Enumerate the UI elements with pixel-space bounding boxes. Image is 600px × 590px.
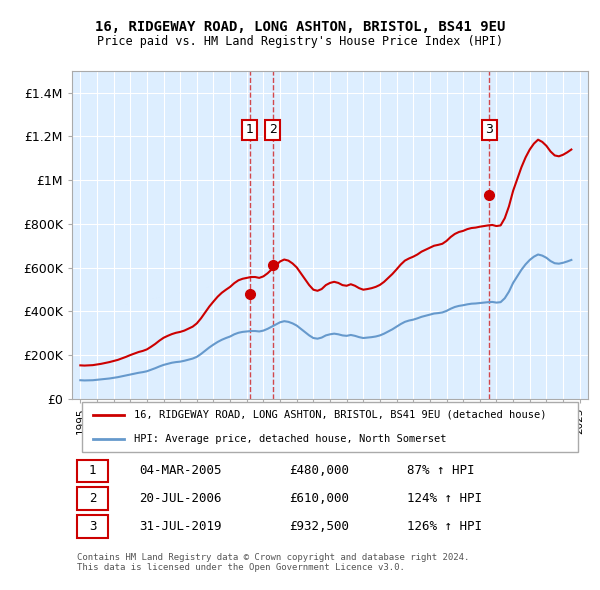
FancyBboxPatch shape <box>77 487 108 510</box>
Text: Price paid vs. HM Land Registry's House Price Index (HPI): Price paid vs. HM Land Registry's House … <box>97 35 503 48</box>
Text: 04-MAR-2005: 04-MAR-2005 <box>139 464 221 477</box>
Text: £480,000: £480,000 <box>289 464 349 477</box>
Text: 1: 1 <box>245 123 254 136</box>
Text: 87% ↑ HPI: 87% ↑ HPI <box>407 464 475 477</box>
Text: 124% ↑ HPI: 124% ↑ HPI <box>407 492 482 505</box>
Text: 2: 2 <box>269 123 277 136</box>
Text: HPI: Average price, detached house, North Somerset: HPI: Average price, detached house, Nort… <box>134 434 446 444</box>
Text: £932,500: £932,500 <box>289 520 349 533</box>
Text: 3: 3 <box>485 123 493 136</box>
Text: 126% ↑ HPI: 126% ↑ HPI <box>407 520 482 533</box>
Text: 1: 1 <box>89 464 97 477</box>
Text: £610,000: £610,000 <box>289 492 349 505</box>
FancyBboxPatch shape <box>77 460 108 482</box>
Text: 20-JUL-2006: 20-JUL-2006 <box>139 492 221 505</box>
Text: 3: 3 <box>89 520 97 533</box>
Text: 31-JUL-2019: 31-JUL-2019 <box>139 520 221 533</box>
Text: 2: 2 <box>89 492 97 505</box>
Text: 16, RIDGEWAY ROAD, LONG ASHTON, BRISTOL, BS41 9EU: 16, RIDGEWAY ROAD, LONG ASHTON, BRISTOL,… <box>95 19 505 34</box>
Text: 16, RIDGEWAY ROAD, LONG ASHTON, BRISTOL, BS41 9EU (detached house): 16, RIDGEWAY ROAD, LONG ASHTON, BRISTOL,… <box>134 409 547 419</box>
FancyBboxPatch shape <box>82 402 578 453</box>
Text: Contains HM Land Registry data © Crown copyright and database right 2024.
This d: Contains HM Land Registry data © Crown c… <box>77 553 470 572</box>
FancyBboxPatch shape <box>77 515 108 538</box>
